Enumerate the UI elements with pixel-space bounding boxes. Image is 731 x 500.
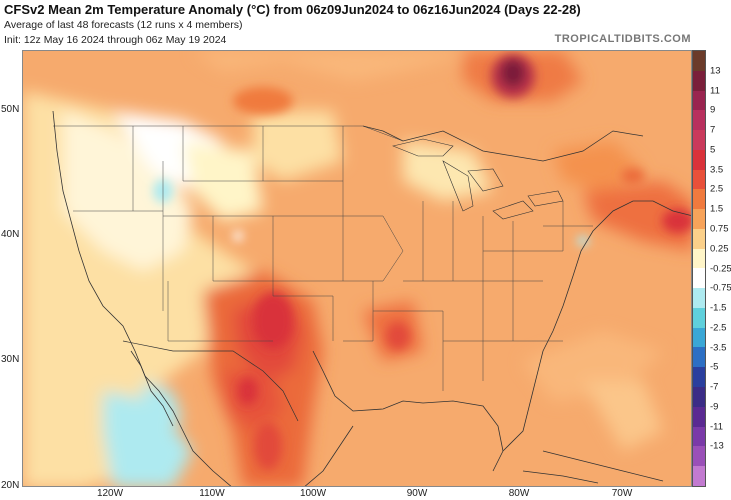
- colorbar-label: -2.5: [710, 322, 727, 334]
- anomaly-shading: [23, 51, 691, 486]
- colorbar-label: 11: [710, 85, 720, 97]
- colorbar-label: 7: [710, 124, 716, 136]
- colorbar-segment: [693, 387, 705, 407]
- colorbar-segment: [693, 268, 705, 289]
- colorbar-segment: [693, 307, 705, 328]
- coastlines: [52, 110, 691, 486]
- colorbar-label: -11: [710, 421, 724, 433]
- colorbar-segment: [693, 446, 705, 467]
- colorbar-label: -13: [710, 440, 724, 452]
- lat-label-50n: 50N: [1, 104, 20, 115]
- colorbar-segment: [693, 327, 705, 348]
- colorbar-segment: [693, 51, 705, 71]
- header: CFSv2 Mean 2m Temperature Anomaly (°C) f…: [0, 0, 731, 50]
- lat-label-40n: 40N: [1, 229, 20, 240]
- colorbar-segment: [693, 149, 705, 170]
- colorbar-segment: [693, 110, 705, 131]
- colorbar-segment: [693, 426, 705, 447]
- colorbar-label: 1.5: [710, 203, 724, 215]
- anomaly-hotspots: [153, 54, 691, 470]
- colorbar-label: 3.5: [710, 164, 724, 176]
- lon-label-120w: 120W: [96, 488, 124, 499]
- colorbar-label: 5: [710, 144, 716, 156]
- great-lakes: [392, 138, 564, 220]
- lon-label-100w: 100W: [299, 488, 327, 499]
- map-canvas: [23, 51, 691, 486]
- colorbar-segment: [693, 466, 705, 486]
- anomaly-map: [22, 50, 692, 487]
- colorbar-label: -7: [710, 381, 719, 393]
- colorbar-label: 0.75: [710, 223, 729, 235]
- country-borders: [122, 125, 644, 422]
- map-subtitle: Average of last 48 forecasts (12 runs x …: [4, 19, 243, 31]
- colorbar-label: 13: [710, 65, 721, 77]
- colorbar-segment: [693, 90, 705, 111]
- lat-label-20n: 20N: [1, 480, 20, 491]
- lat-label-30n: 30N: [1, 354, 20, 365]
- colorbar-label: -0.75: [710, 282, 731, 294]
- lon-label-70w: 70W: [611, 488, 633, 499]
- colorbar-segment: [693, 248, 705, 269]
- brand-watermark: TROPICALTIDBITS.COM: [554, 33, 691, 45]
- colorbar-segment: [693, 347, 705, 368]
- colorbar-label: 0.25: [710, 243, 729, 255]
- colorbar-label: 2.5: [710, 183, 724, 195]
- map-title: CFSv2 Mean 2m Temperature Anomaly (°C) f…: [4, 2, 581, 17]
- init-info: Init: 12z May 16 2024 through 06z May 19…: [4, 34, 227, 46]
- colorbar-label: -3.5: [710, 342, 727, 354]
- colorbar-label: -5: [710, 361, 719, 373]
- colorbar-label: -1.5: [710, 302, 727, 314]
- colorbar-segment: [693, 70, 705, 91]
- colorbar-segment: [693, 169, 705, 190]
- colorbar-segment: [693, 130, 705, 150]
- colorbar: [692, 50, 706, 487]
- colorbar-segment: [693, 209, 705, 229]
- colorbar-segment: [693, 288, 705, 308]
- colorbar-segment: [693, 228, 705, 249]
- colorbar-label: -0.25: [710, 263, 731, 274]
- lon-label-80w: 80W: [508, 488, 530, 499]
- colorbar-segment: [693, 189, 705, 210]
- lon-label-110w: 110W: [199, 488, 225, 499]
- colorbar-label: 9: [710, 104, 716, 116]
- lon-label-90w: 90W: [406, 488, 428, 499]
- colorbar-label: -9: [710, 401, 719, 413]
- colorbar-segment: [693, 406, 705, 427]
- colorbar-segment: [693, 367, 705, 388]
- state-borders: [53, 125, 593, 391]
